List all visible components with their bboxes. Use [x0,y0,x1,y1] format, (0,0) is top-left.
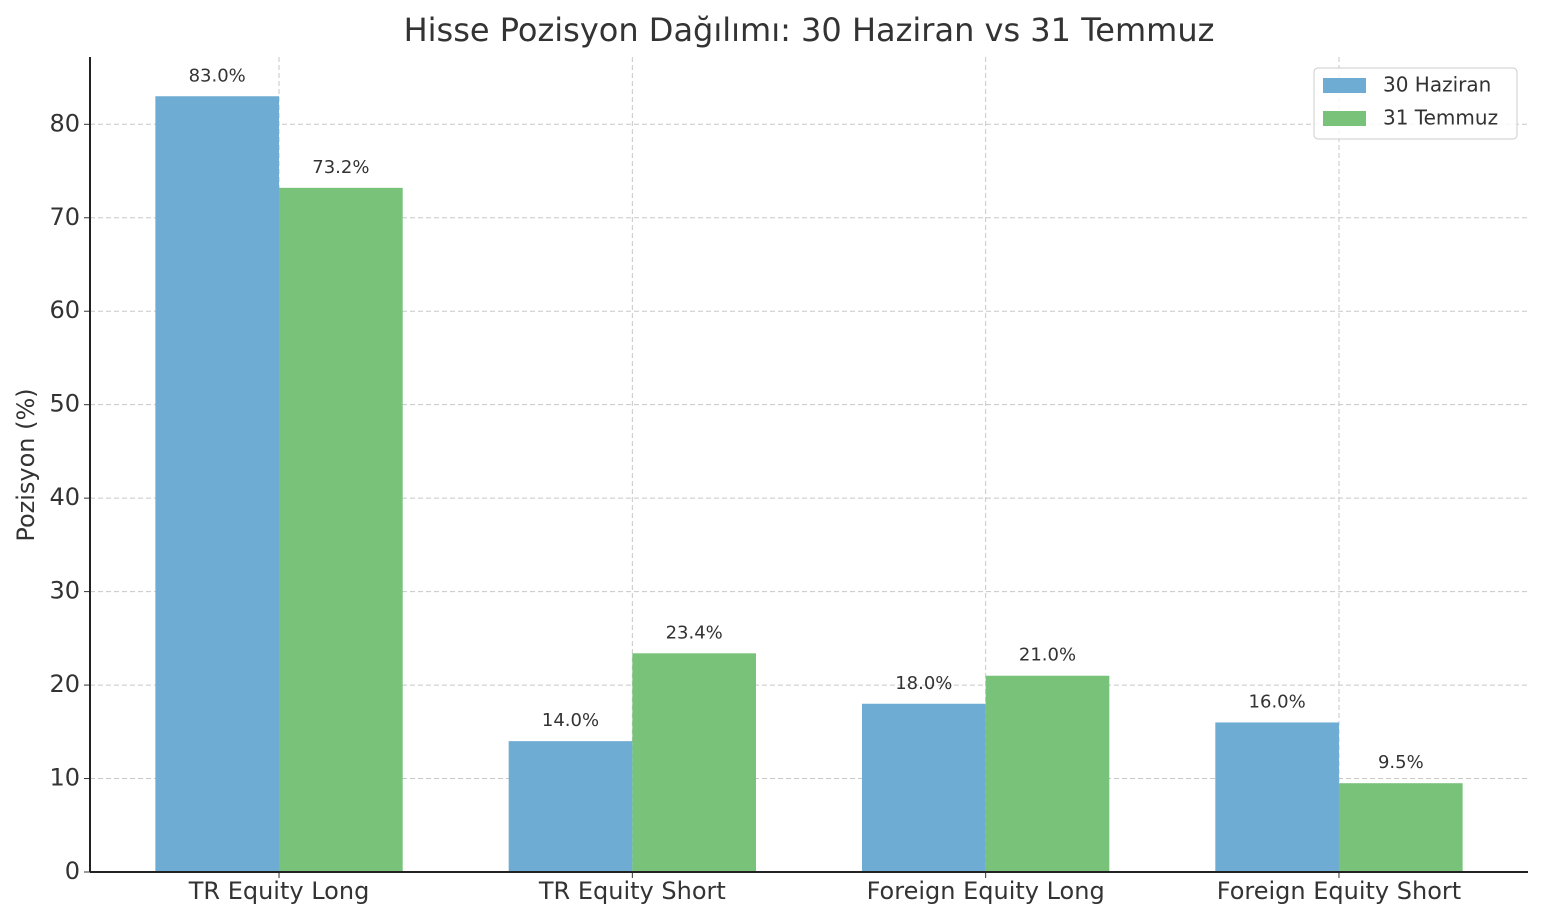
y-tick-label: 50 [49,390,80,418]
y-tick-label: 60 [49,296,80,324]
legend-swatch [1323,78,1366,93]
value-label: 83.0% [189,65,246,86]
y-tick-label: 20 [49,670,80,698]
value-label: 73.2% [312,157,369,178]
x-tick-label: TR Equity Long [188,877,370,905]
x-tick-label: Foreign Equity Short [1217,877,1461,905]
value-label: 18.0% [895,673,952,694]
bar [279,187,403,872]
x-tick-label: TR Equity Short [538,877,726,905]
y-tick-label: 40 [49,483,80,511]
y-tick-label: 0 [65,857,80,885]
chart-title: Hisse Pozisyon Dağılımı: 30 Haziran vs 3… [404,11,1215,49]
value-label: 14.0% [542,710,599,731]
x-tick-label: Foreign Equity Long [867,877,1105,905]
bar [632,653,757,872]
y-tick-label: 70 [49,203,80,231]
bar [1215,722,1339,872]
y-tick-label: 30 [49,577,80,605]
y-axis-label: Pozisyon (%) [12,388,40,541]
bar [155,96,280,873]
y-tick-label: 10 [49,764,80,792]
legend-label: 31 Temmuz [1383,106,1498,130]
bar [1338,783,1463,872]
value-label: 23.4% [666,622,723,643]
value-label: 21.0% [1019,645,1076,666]
bar [861,703,986,872]
legend-label: 30 Haziran [1383,73,1491,97]
value-label: 9.5% [1378,752,1424,773]
y-tick-label: 80 [49,109,80,137]
bar [985,675,1110,872]
bar [508,741,633,872]
legend-swatch [1323,111,1366,126]
value-label: 16.0% [1249,691,1306,712]
